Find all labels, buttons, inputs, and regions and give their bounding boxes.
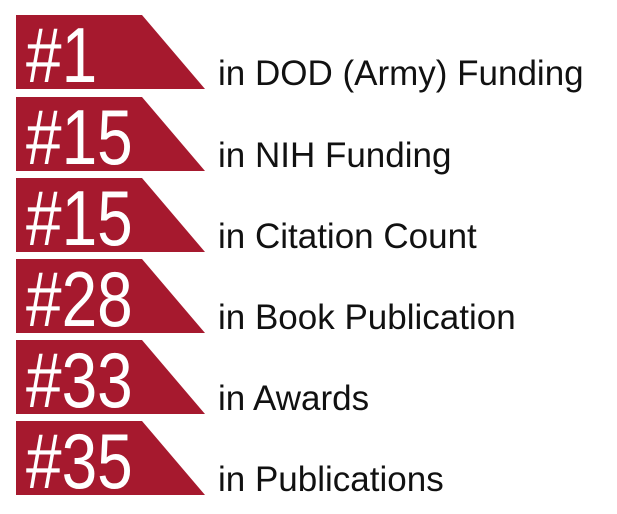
rank-banner [16, 421, 205, 495]
rank-number: #15 [26, 175, 133, 262]
rank-banner [16, 340, 205, 414]
ranking-row: #33 in Awards [16, 337, 369, 424]
ranking-row: #35 in Publications [16, 418, 444, 505]
rank-label: in Publications [218, 460, 444, 499]
rank-number: #1 [26, 12, 97, 99]
rank-number: #35 [26, 418, 133, 505]
rank-label: in Awards [218, 379, 369, 418]
rank-number: #33 [26, 337, 133, 424]
rank-label: in Book Publication [218, 298, 516, 337]
ranking-row: #1 in DOD (Army) Funding [16, 12, 584, 99]
rank-banner [16, 178, 205, 252]
rank-number: #15 [26, 94, 133, 181]
rank-banner [16, 259, 205, 333]
rank-label: in Citation Count [218, 217, 477, 256]
ranking-row: #15 in Citation Count [16, 175, 477, 262]
rank-banner [16, 97, 205, 171]
ranking-row: #28 in Book Publication [16, 256, 516, 343]
rank-number: #28 [26, 256, 133, 343]
rank-label: in DOD (Army) Funding [218, 54, 584, 93]
ranking-row: #15 in NIH Funding [16, 94, 451, 181]
rank-label: in NIH Funding [218, 136, 451, 175]
rank-banner [16, 15, 205, 89]
